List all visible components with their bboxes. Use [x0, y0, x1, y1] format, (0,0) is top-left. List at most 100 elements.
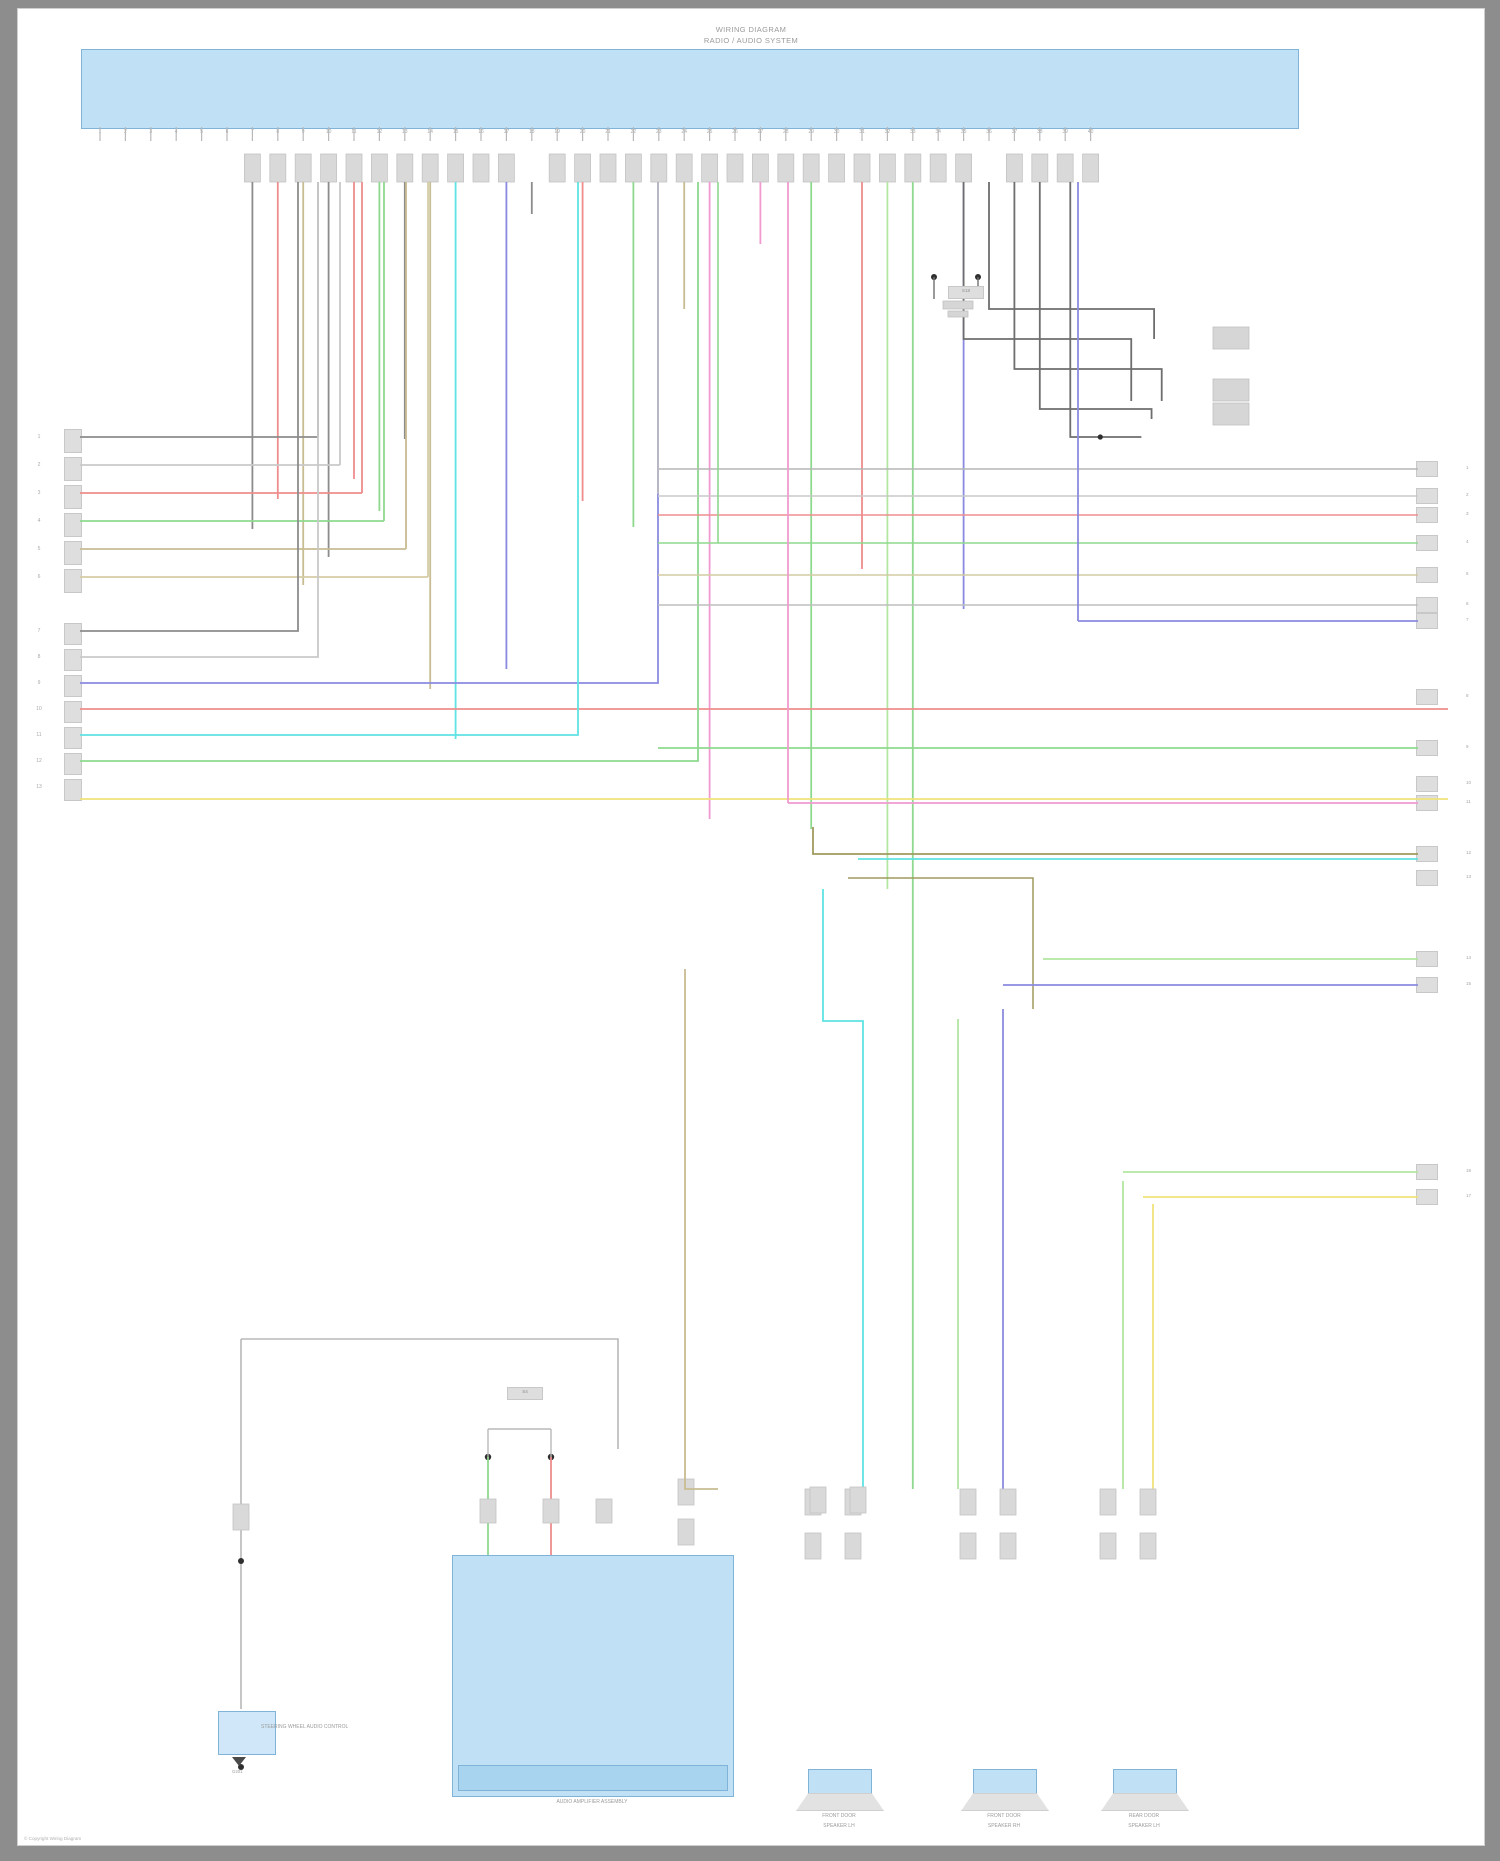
speaker-symbol[interactable]: [1113, 1769, 1177, 1795]
right-terminal-number: 1: [1466, 465, 1469, 470]
connector-block[interactable]: [999, 1488, 1017, 1516]
connector-block[interactable]: [542, 1498, 560, 1524]
connector-block[interactable]: [574, 153, 591, 183]
connector-block[interactable]: [447, 153, 465, 183]
right-terminal-number: 2: [1466, 492, 1469, 497]
connector-block[interactable]: [959, 1488, 977, 1516]
speaker-label-line2: SPEAKER RH: [987, 1823, 1021, 1829]
connector-block[interactable]: [1212, 326, 1250, 350]
left-c1-wire-label: [64, 429, 82, 453]
left-c1-pin-number: 3: [37, 490, 41, 496]
connector-block[interactable]: [675, 153, 693, 183]
left-c1-pin-number: 6: [37, 574, 41, 580]
connector-block[interactable]: [904, 153, 922, 183]
connector-block[interactable]: [677, 1518, 695, 1546]
connector-block[interactable]: [1056, 153, 1074, 183]
speaker-symbol[interactable]: [973, 1769, 1037, 1795]
right-terminal-number: 15: [1466, 981, 1472, 986]
left-c2-pin-number: 7: [37, 628, 41, 634]
right-terminal-number: 4: [1466, 539, 1469, 544]
connector-block[interactable]: [320, 153, 338, 183]
connector-block[interactable]: [959, 1532, 977, 1560]
connector-block[interactable]: [345, 153, 363, 183]
connector-block[interactable]: [701, 153, 718, 183]
connector-block[interactable]: [479, 1498, 497, 1524]
right-terminal-label: [1416, 776, 1438, 792]
connector-block[interactable]: [370, 153, 388, 183]
connector-block[interactable]: [802, 153, 820, 183]
left-c1-pin-number: 1: [37, 434, 41, 440]
connector-block[interactable]: [752, 153, 769, 183]
connector-block[interactable]: [472, 153, 490, 183]
connector-block[interactable]: [849, 1486, 867, 1514]
connector-block[interactable]: [1006, 153, 1023, 183]
connector-block[interactable]: [1082, 153, 1099, 183]
connector-block[interactable]: [269, 153, 287, 183]
connector-block[interactable]: [853, 153, 871, 183]
wire-run: [1013, 182, 1163, 401]
connector-block[interactable]: [548, 153, 566, 183]
speaker-magnet-icon: [1101, 1793, 1189, 1811]
connector-block[interactable]: [942, 300, 974, 310]
connector-block[interactable]: [777, 153, 795, 183]
connector-block[interactable]: [243, 153, 261, 183]
left-c2-pin-number: 9: [37, 680, 41, 686]
amplifier-module[interactable]: [452, 1555, 734, 1797]
connector-block[interactable]: [232, 1503, 250, 1531]
connector-block[interactable]: [726, 153, 744, 183]
connector-block[interactable]: [1212, 402, 1250, 426]
wire-run: [80, 182, 579, 736]
left-c2-wire-label: [64, 779, 82, 801]
connector-block[interactable]: [844, 1532, 862, 1560]
speaker-symbol[interactable]: [808, 1769, 872, 1795]
connector-block[interactable]: [999, 1532, 1017, 1560]
connector-block[interactable]: [879, 153, 896, 183]
left-c1-pin-number: 4: [37, 518, 41, 524]
ground-component-box[interactable]: [218, 1711, 276, 1755]
connector-block[interactable]: [421, 153, 439, 183]
left-c1-wire-label: [64, 541, 82, 565]
left-c1-wire-label: [64, 457, 82, 481]
splice-dot: [1097, 434, 1103, 440]
left-c1-wire-label: [64, 569, 82, 593]
connector-block[interactable]: [929, 153, 947, 183]
splice-mid-label: S18: [948, 286, 984, 299]
connector-block[interactable]: [1212, 378, 1250, 402]
connector-block[interactable]: [1099, 1532, 1117, 1560]
connector-block[interactable]: [677, 1478, 695, 1506]
connector-block[interactable]: [396, 153, 414, 183]
left-c2-wire-label: [64, 675, 82, 697]
splice-dot: [238, 1558, 244, 1564]
connector-block[interactable]: [809, 1486, 827, 1514]
radio-module[interactable]: [81, 49, 1299, 129]
right-terminal-number: 9: [1466, 744, 1469, 749]
connector-block[interactable]: [828, 153, 845, 183]
wire-run: [988, 182, 1155, 339]
connector-block[interactable]: [650, 153, 668, 183]
connector-block[interactable]: [595, 1498, 613, 1524]
connector-block[interactable]: [947, 310, 969, 318]
connector-block[interactable]: [1139, 1488, 1157, 1516]
wire-run: [1069, 182, 1142, 438]
connector-block[interactable]: [625, 153, 642, 183]
connector-block[interactable]: [955, 153, 972, 183]
amplifier-base-bar: [458, 1765, 728, 1791]
connector-block[interactable]: [599, 153, 617, 183]
connector-block[interactable]: [804, 1532, 822, 1560]
right-terminal-number: 3: [1466, 511, 1469, 516]
connector-block[interactable]: [294, 153, 312, 183]
right-terminal-number: 5: [1466, 571, 1469, 576]
right-terminal-number: 6: [1466, 601, 1469, 606]
connector-block[interactable]: [1031, 153, 1049, 183]
connector-block[interactable]: [1139, 1532, 1157, 1560]
right-terminal-number: 17: [1466, 1193, 1472, 1198]
connector-block[interactable]: [497, 153, 515, 183]
right-terminal-number: 7: [1466, 617, 1469, 622]
right-terminal-number: 16: [1466, 1168, 1472, 1173]
left-c2-pin-number: 11: [36, 732, 42, 738]
connector-block[interactable]: [1099, 1488, 1117, 1516]
right-terminal-label: [1416, 689, 1438, 705]
speaker-magnet-icon: [796, 1793, 884, 1811]
left-c2-wire-label: [64, 623, 82, 645]
left-c1-pin-number: 5: [37, 546, 41, 552]
